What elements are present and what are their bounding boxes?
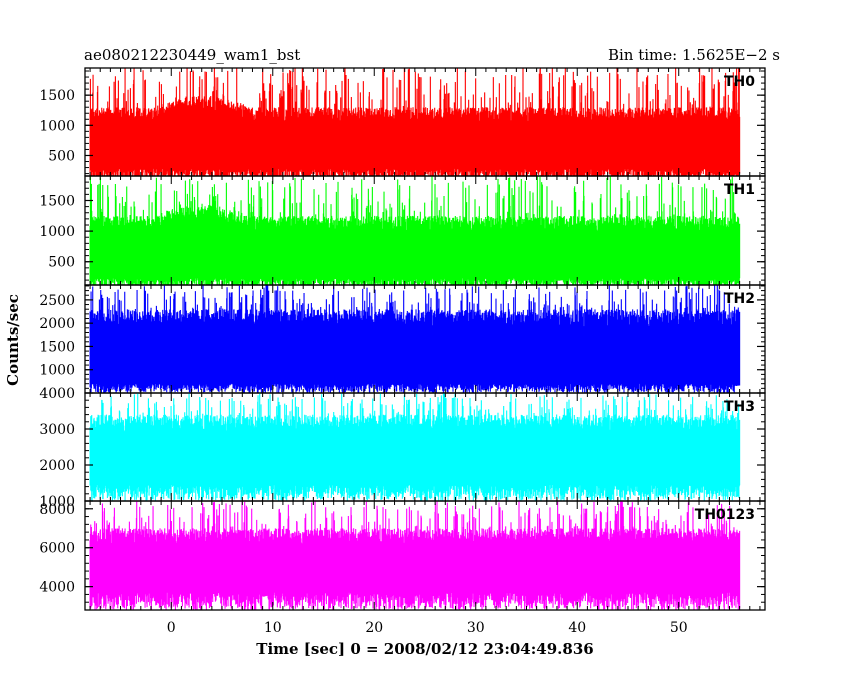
y-tick-label: 2500: [39, 293, 75, 309]
x-axis: 0 10 20 30 40 50: [167, 620, 688, 636]
series-line-th2: [89, 285, 741, 393]
panel-th3: 1000 2000 3000 4000 TH3: [39, 386, 766, 510]
series-line-th0123: [89, 501, 741, 610]
y-tick-label: 500: [48, 255, 75, 271]
x-tick-label: 10: [264, 620, 282, 636]
y-tick-label: 8000: [39, 502, 75, 518]
y-tick-label: 4000: [39, 580, 75, 596]
chart-title-right: Bin time: 1.5625E−2 s: [608, 46, 780, 64]
panel-label-th3: TH3: [724, 399, 755, 415]
panel-label-th1: TH1: [724, 182, 755, 198]
panel-th2: 1000 1500 2000 2500 TH2: [39, 284, 766, 394]
y-tick-label: 1500: [39, 193, 75, 209]
x-tick-label: 30: [467, 620, 485, 636]
panel-label-th0: TH0: [724, 74, 755, 90]
series-line-th0: [89, 68, 741, 176]
y-tick-label: 1500: [39, 339, 75, 355]
panel-label-th0123: TH0123: [695, 507, 755, 523]
panel-label-th2: TH2: [724, 291, 755, 307]
y-tick-label: 1000: [39, 363, 75, 379]
y-tick-label: 4000: [39, 386, 75, 402]
y-tick-label: 6000: [39, 541, 75, 557]
y-tick-label: 3000: [39, 422, 75, 438]
y-tick-label: 500: [48, 148, 75, 164]
y-tick-label: 1500: [39, 88, 75, 104]
y-axis-title: Counts/sec: [4, 294, 22, 386]
x-tick-label: 40: [568, 620, 586, 636]
series-line-th1: [89, 176, 741, 285]
panel-th0123: 4000 6000 8000 TH0123: [39, 500, 766, 611]
series-line-th3: [89, 393, 741, 501]
x-tick-label: 20: [365, 620, 383, 636]
x-tick-label: 50: [670, 620, 688, 636]
y-tick-label: 1000: [39, 494, 75, 510]
y-tick-label: 1000: [39, 224, 75, 240]
y-tick-label: 1000: [39, 118, 75, 134]
x-axis-title: Time [sec] 0 = 2008/02/12 23:04:49.836: [256, 640, 593, 658]
y-tick-label: 2000: [39, 316, 75, 332]
panel-th0: 500 1000 1500 TH0: [39, 67, 766, 177]
panels-group: 500 1000 1500 TH0 500 1000 1500 TH1 1000 1500 2000…: [39, 67, 766, 611]
x-tick-label: 0: [167, 620, 176, 636]
y-tick-label: 2000: [39, 458, 75, 474]
chart-title-left: ae080212230449_wam1_bst: [84, 46, 300, 64]
panel-th1: 500 1000 1500 TH1: [39, 175, 766, 286]
